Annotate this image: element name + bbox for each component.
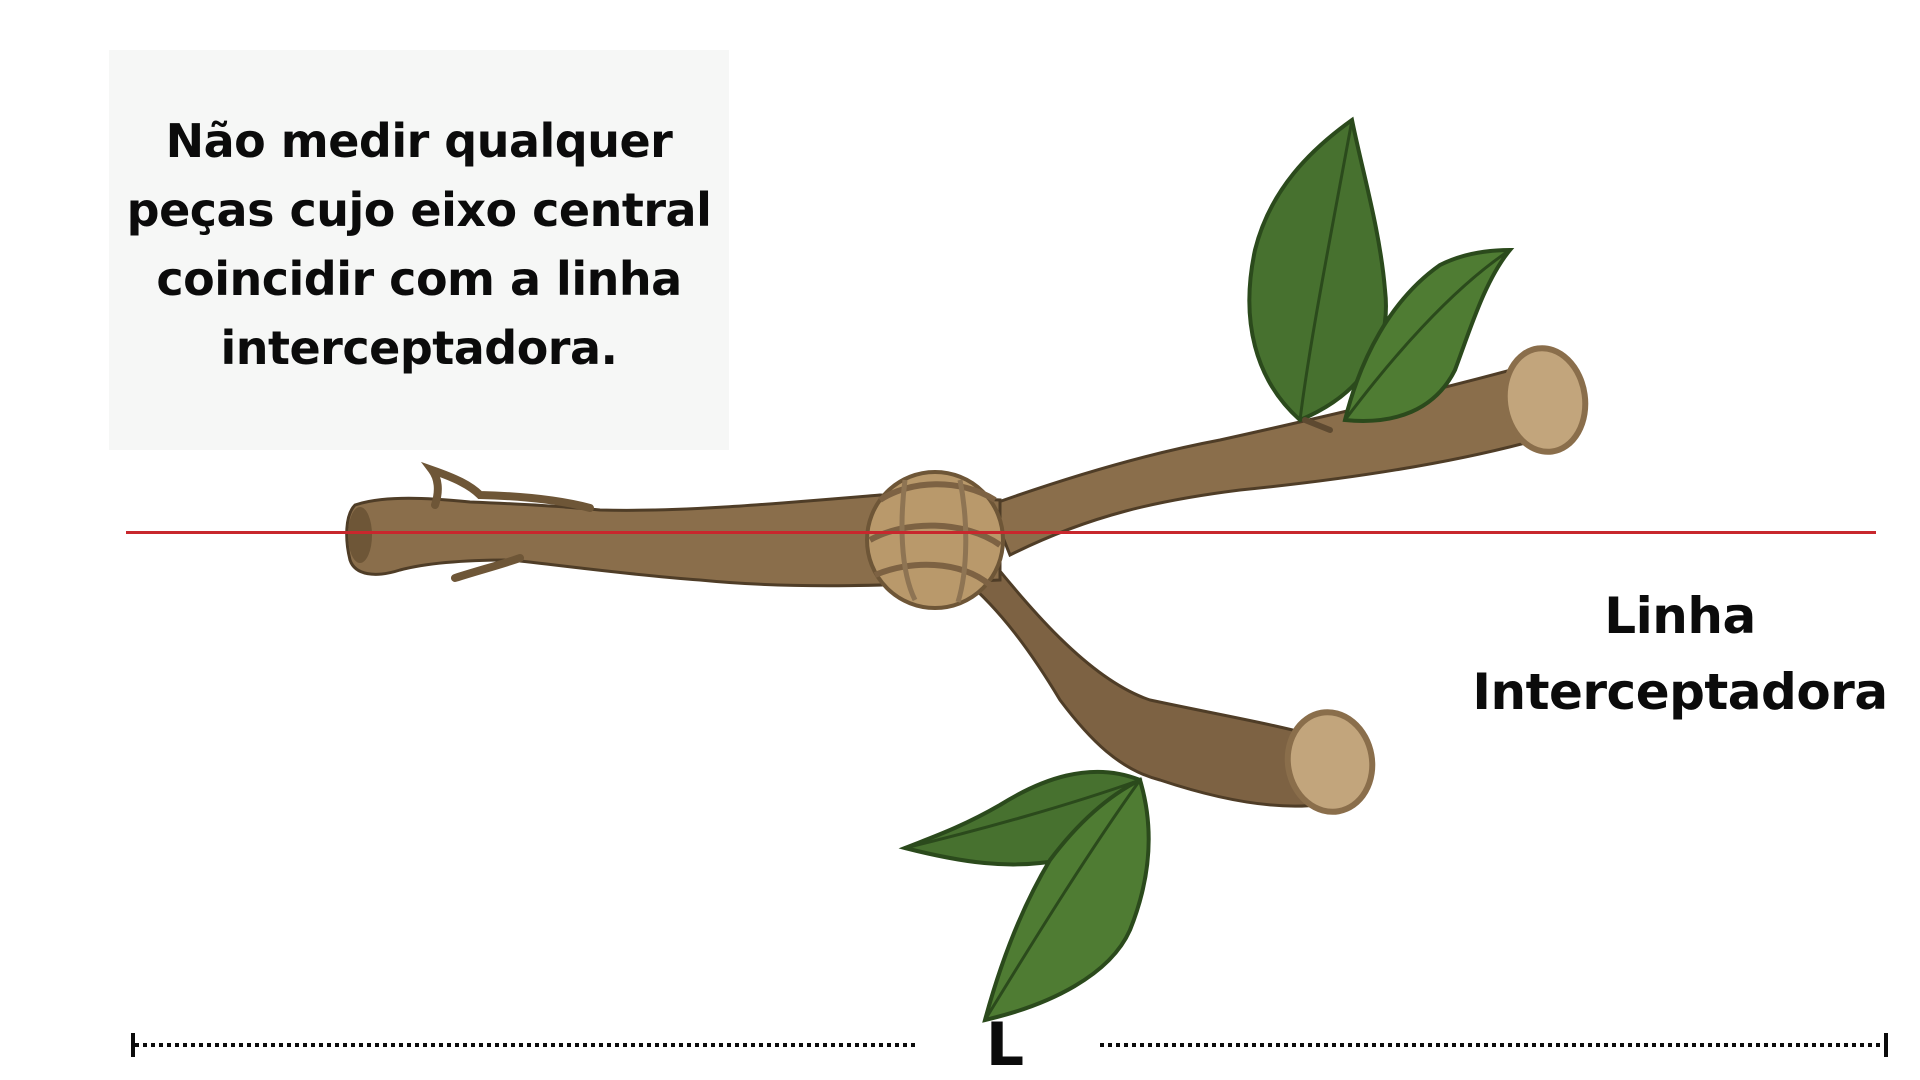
note-line: Não medir qualquer [165,114,673,168]
intercept-label-line: Linha [1604,587,1756,645]
intercept-line [126,531,1876,534]
branch-left-end [348,507,372,563]
branch-upper-end [1501,345,1589,455]
note-line: coincidir com a linha [156,252,682,306]
note-text: Não medir qualquer peças cujo eixo centr… [127,107,712,383]
branch-twig-top [420,461,594,512]
branch-twig-bottom [451,554,524,582]
leaf-upper-stem [1302,417,1333,433]
intercept-label-line: Interceptadora [1472,663,1888,721]
intercept-line-label: Linha Interceptadora [1450,578,1910,730]
note-line: interceptadora. [220,321,618,375]
measure-label: L [985,1010,1025,1080]
note-box: Não medir qualquer peças cujo eixo centr… [109,50,729,450]
branch-lower-arm [963,536,1347,808]
branch-main-stick [345,493,1002,588]
branch-lower-end [1284,709,1376,815]
note-line: peças cujo eixo central [126,183,712,237]
rope-knot [865,470,1005,610]
